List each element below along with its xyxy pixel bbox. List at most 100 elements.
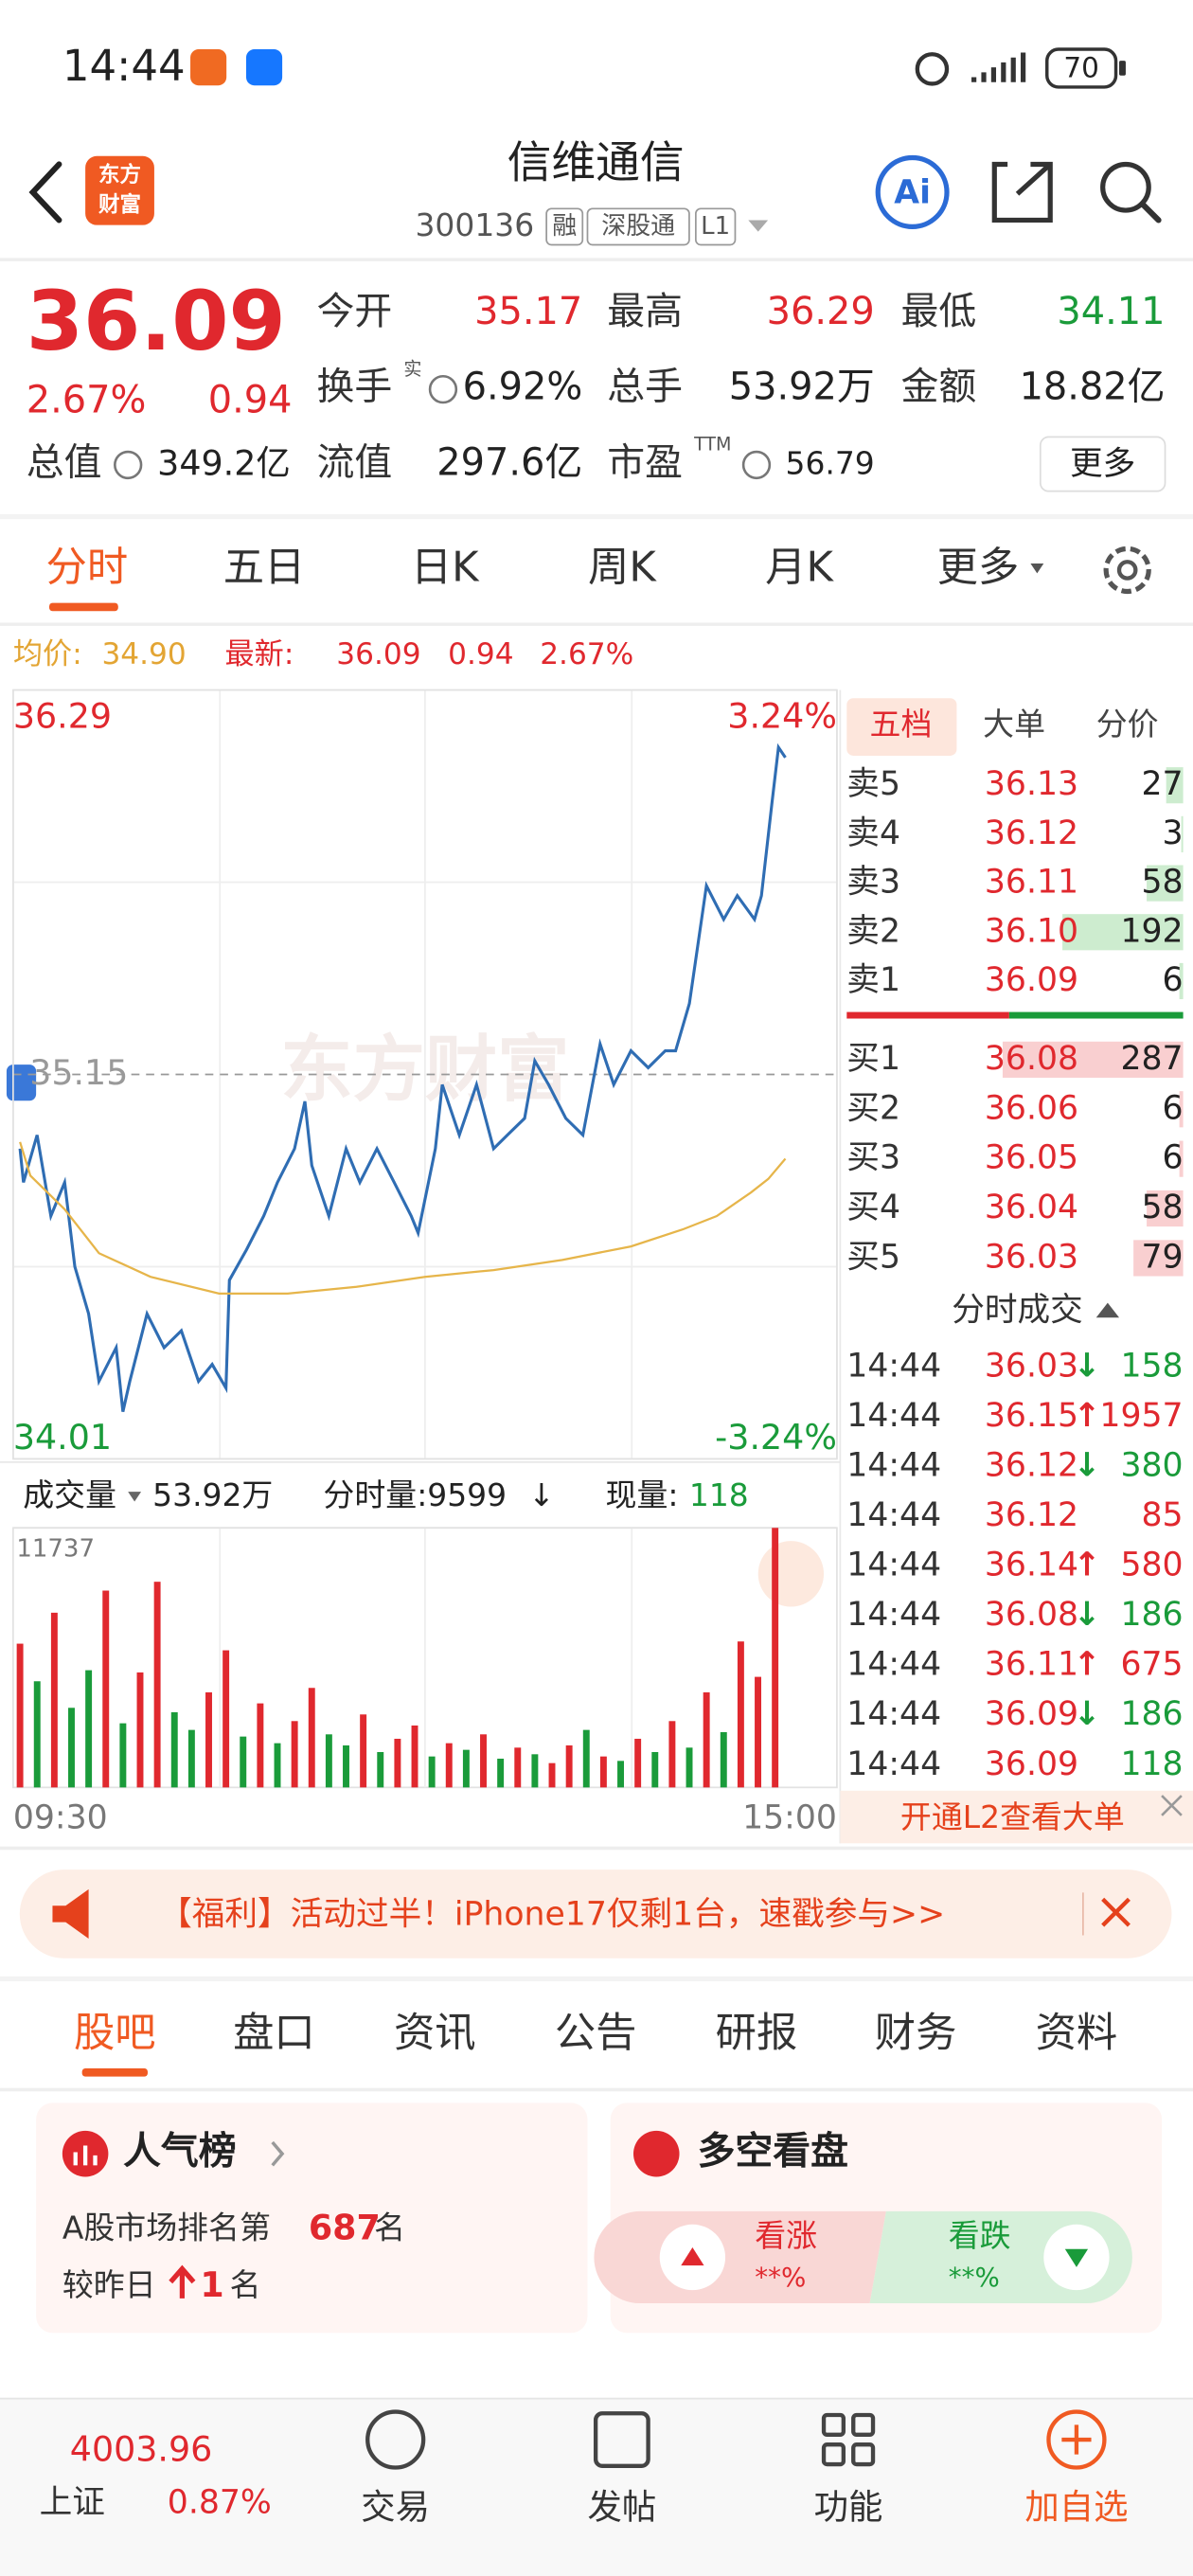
trade-time: 14:44: [846, 1695, 941, 1733]
section-tab[interactable]: 盘口: [233, 2010, 315, 2057]
dropdown-arrow: [748, 220, 769, 232]
add-icon[interactable]: [1046, 2409, 1107, 2470]
info-icon: [428, 374, 458, 404]
more-label[interactable]: 更多: [1070, 445, 1135, 483]
field-value: 56.79: [786, 444, 875, 481]
book-price: 36.08: [985, 1040, 1078, 1078]
function-icon[interactable]: [821, 2412, 876, 2467]
share-button[interactable]: [991, 161, 1053, 224]
minute-dir: ↓: [528, 1476, 555, 1513]
trade-volume: 158: [1120, 1347, 1183, 1385]
trade-price: 36.09: [985, 1695, 1078, 1733]
book-tab[interactable]: 分价: [1096, 706, 1159, 742]
change-pct-value: 2.67%: [540, 637, 633, 671]
banner-close[interactable]: [1101, 1897, 1131, 1927]
section-tab[interactable]: 公告: [555, 2010, 637, 2057]
l2-bar[interactable]: [840, 1790, 1193, 1844]
field-label: 今开: [316, 290, 392, 333]
card-text: 名: [374, 2209, 405, 2245]
nav-item[interactable]: 发帖: [587, 2486, 656, 2527]
trade-price: 36.15: [985, 1397, 1078, 1435]
trade-time: 14:44: [846, 1745, 941, 1783]
stock-tag: 深股通: [601, 212, 675, 241]
book-volume: 287: [1120, 1040, 1183, 1078]
book-price: 36.03: [985, 1238, 1078, 1276]
chevron: [271, 2140, 285, 2167]
tab-underline: [48, 602, 118, 612]
field-label: 金额: [900, 366, 976, 409]
series-line: [19, 1141, 787, 1296]
status-time: 14:44: [62, 41, 186, 91]
field-label: 最低: [900, 290, 976, 333]
l2-label[interactable]: 开通L2查看大单: [900, 1798, 1125, 1835]
field-sup: 实: [403, 359, 421, 380]
trade-time: 14:44: [846, 1646, 941, 1684]
volume-bar: [343, 1744, 349, 1788]
trade-icon[interactable]: [365, 2409, 426, 2470]
info-icon: [741, 450, 772, 480]
tag-box: [586, 207, 690, 246]
tab[interactable]: 更多: [937, 544, 1020, 591]
nav-item[interactable]: 交易: [361, 2486, 430, 2527]
volume-bar: [668, 1721, 676, 1788]
ai-button[interactable]: [875, 154, 950, 229]
section-tab[interactable]: 资料: [1036, 2010, 1118, 2057]
book-volume: 192: [1120, 912, 1183, 950]
settings-button[interactable]: [1103, 546, 1151, 595]
logo-text: 财富: [98, 191, 141, 217]
volume-bar: [428, 1756, 436, 1788]
book-label: 买1: [846, 1040, 900, 1078]
section-tab[interactable]: 资讯: [394, 2010, 476, 2057]
depth-bar: [1166, 767, 1184, 804]
banner-text[interactable]: 【福利】活动过半！iPhone17仅剩1台，速戳参与>>: [159, 1896, 945, 1934]
trade-volume: 380: [1120, 1446, 1183, 1484]
tab[interactable]: 分时: [46, 544, 129, 591]
banner[interactable]: [19, 1869, 1172, 1959]
field-sup: TTM: [693, 435, 731, 456]
nav-item[interactable]: 功能: [814, 2486, 883, 2527]
field-value: 349.2亿: [157, 442, 291, 483]
bull-button[interactable]: [594, 2210, 886, 2304]
book-tab[interactable]: 五档: [870, 706, 933, 742]
section-tab[interactable]: 研报: [716, 2010, 798, 2057]
alarm-icon: [915, 52, 950, 86]
close-icon[interactable]: [1161, 1795, 1183, 1816]
tab[interactable]: 月K: [765, 544, 834, 591]
minute-volume: 分时量:9599: [323, 1476, 507, 1513]
book-tab[interactable]: 大单: [983, 706, 1045, 742]
post-icon[interactable]: [593, 2411, 650, 2468]
depth-bar: [1181, 815, 1184, 852]
field-value: 34.11: [1057, 290, 1165, 333]
nav-item[interactable]: 加自选: [1024, 2486, 1128, 2527]
dropdown-arrow: [1030, 564, 1044, 574]
field-label: 流值: [316, 440, 392, 484]
book-price: 36.06: [985, 1089, 1078, 1127]
card-text: A股市场排名第: [62, 2209, 271, 2245]
section-tab[interactable]: 股吧: [74, 2010, 156, 2057]
more-button[interactable]: [1039, 436, 1166, 492]
search-button[interactable]: [1100, 161, 1151, 213]
x-tick-label: 15:00: [742, 1798, 837, 1836]
function-cell: [851, 2442, 876, 2467]
bear-arrow: [1064, 2248, 1089, 2267]
tab[interactable]: 五日: [223, 544, 306, 591]
battery-level: 70: [1063, 51, 1098, 83]
volume-bar: [377, 1751, 384, 1788]
divider: [0, 513, 1193, 520]
book-label: 卖1: [846, 961, 900, 999]
trade-dir: ↓: [1073, 1596, 1100, 1634]
app-icon: [245, 49, 283, 86]
tab[interactable]: 周K: [588, 544, 657, 591]
tab[interactable]: 日K: [411, 544, 480, 591]
volume-bar: [497, 1758, 505, 1788]
volume-label[interactable]: 成交量: [23, 1476, 116, 1513]
trade-time: 14:44: [846, 1547, 941, 1584]
field-value: 6.92%: [463, 366, 583, 409]
section-tab[interactable]: 财务: [875, 2010, 957, 2057]
volume-bar: [737, 1641, 744, 1788]
back-button[interactable]: [28, 161, 62, 224]
depth-bar: [1179, 1091, 1184, 1128]
book-label: 买2: [846, 1089, 900, 1127]
signal-icon: [971, 52, 1026, 82]
